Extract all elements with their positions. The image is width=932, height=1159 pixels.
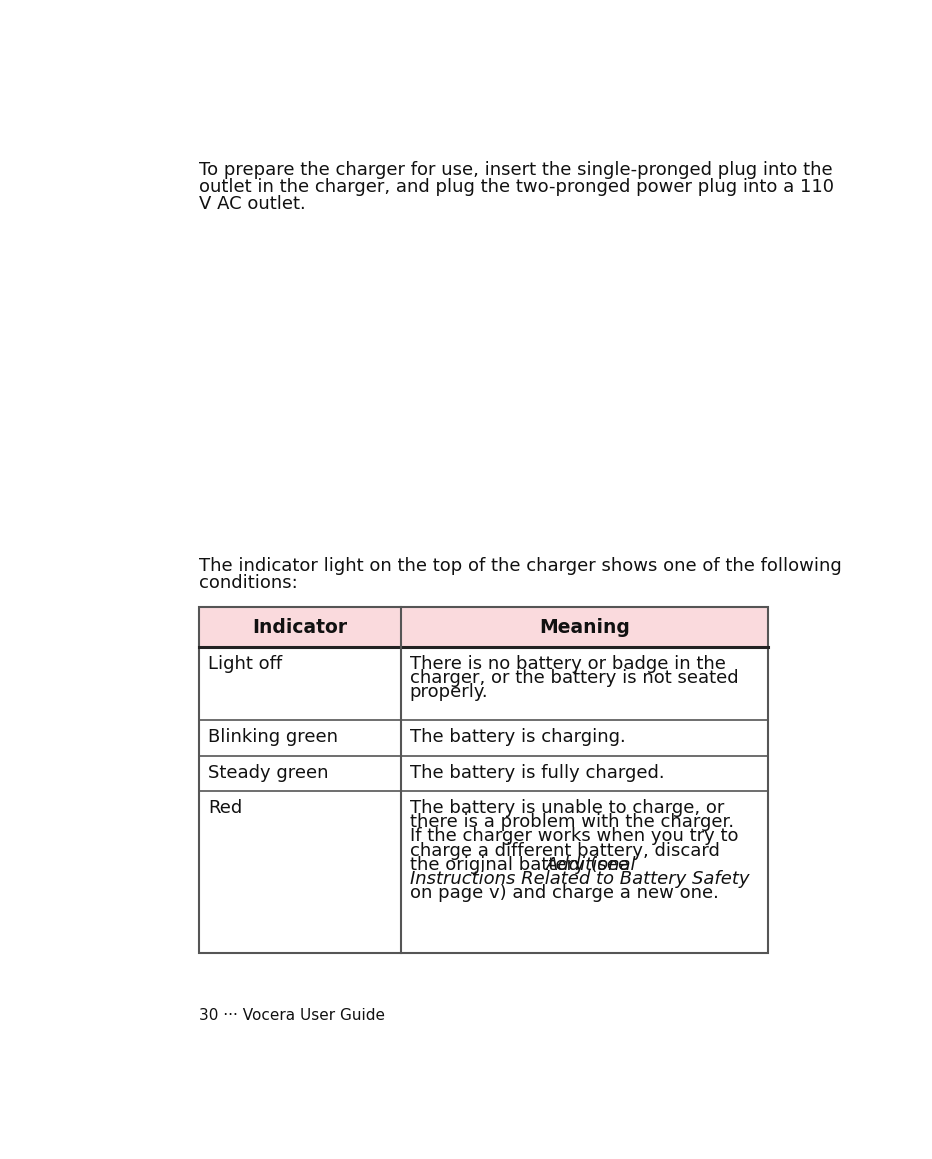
Text: Additional: Additional: [546, 857, 637, 874]
Text: The battery is charging.: The battery is charging.: [410, 728, 625, 746]
Bar: [199, 607, 767, 953]
Text: Blinking green: Blinking green: [208, 728, 338, 746]
Text: V AC outlet.: V AC outlet.: [199, 195, 307, 212]
Text: charger, or the battery is not seated: charger, or the battery is not seated: [410, 669, 738, 687]
Text: If the charger works when you try to: If the charger works when you try to: [410, 828, 738, 845]
Text: there is a problem with the charger.: there is a problem with the charger.: [410, 814, 733, 831]
Text: Meaning: Meaning: [539, 618, 630, 636]
Bar: [199, 607, 767, 647]
Text: Red: Red: [208, 799, 242, 817]
Text: outlet in the charger, and plug the two-pronged power plug into a 110: outlet in the charger, and plug the two-…: [199, 177, 834, 196]
Text: Light off: Light off: [208, 655, 282, 673]
Text: 30 ··· Vocera User Guide: 30 ··· Vocera User Guide: [199, 1007, 386, 1022]
Text: Indicator: Indicator: [253, 618, 348, 636]
Text: properly.: properly.: [410, 684, 488, 701]
Text: The battery is unable to charge, or: The battery is unable to charge, or: [410, 799, 724, 817]
Text: The indicator light on the top of the charger shows one of the following: The indicator light on the top of the ch…: [199, 557, 843, 575]
Text: on page v) and charge a new one.: on page v) and charge a new one.: [410, 884, 719, 903]
Text: conditions:: conditions:: [199, 574, 298, 592]
Text: Steady green: Steady green: [208, 764, 328, 781]
Text: There is no battery or badge in the: There is no battery or badge in the: [410, 655, 725, 673]
Text: To prepare the charger for use, insert the single-pronged plug into the: To prepare the charger for use, insert t…: [199, 161, 833, 178]
Text: charge a different battery, discard: charge a different battery, discard: [410, 841, 720, 860]
Text: Instructions Related to Battery Safety: Instructions Related to Battery Safety: [410, 870, 749, 888]
Text: The battery is fully charged.: The battery is fully charged.: [410, 764, 665, 781]
Text: the original battery (see: the original battery (see: [410, 857, 635, 874]
